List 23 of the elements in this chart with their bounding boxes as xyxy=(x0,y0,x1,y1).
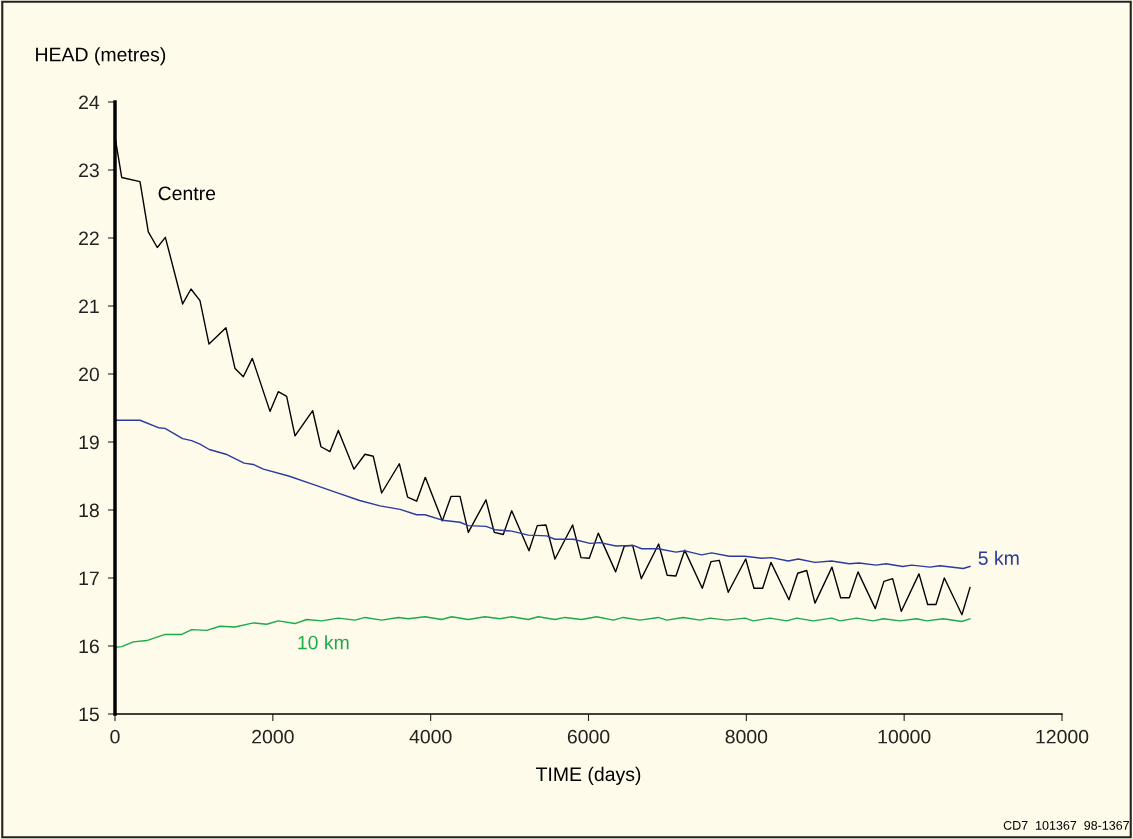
x-tick-label: 8000 xyxy=(725,729,768,744)
x-tick-label: 6000 xyxy=(567,729,610,744)
x-tick-label: 4000 xyxy=(409,729,452,744)
y-tick-label: 21 xyxy=(79,299,99,314)
x-axis-title: TIME (days) xyxy=(536,766,641,785)
x-tick-label: 0 xyxy=(110,729,120,744)
y-tick-label: 22 xyxy=(79,231,99,246)
series-label: 10 km xyxy=(298,635,349,650)
y-tick-label: 19 xyxy=(79,435,99,450)
text: CD7 101367 98-1367 xyxy=(1003,820,1129,830)
series-label: 5 km xyxy=(978,550,1019,565)
x-tick-label: 2000 xyxy=(252,729,294,744)
y-tick-label: 15 xyxy=(79,707,99,722)
y-tick-label: 23 xyxy=(79,163,99,178)
series-label: Centre xyxy=(158,186,216,201)
y-tick-label: 17 xyxy=(79,571,99,586)
x-tick-label: 10000 xyxy=(878,729,931,744)
y-tick-label: 16 xyxy=(79,639,99,654)
x-tick-label: 12000 xyxy=(1036,729,1089,744)
y-axis-title: HEAD (metres) xyxy=(36,47,166,66)
y-tick-label: 18 xyxy=(79,503,99,518)
y-tick-label: 24 xyxy=(79,95,100,110)
y-tick-label: 20 xyxy=(79,367,99,382)
